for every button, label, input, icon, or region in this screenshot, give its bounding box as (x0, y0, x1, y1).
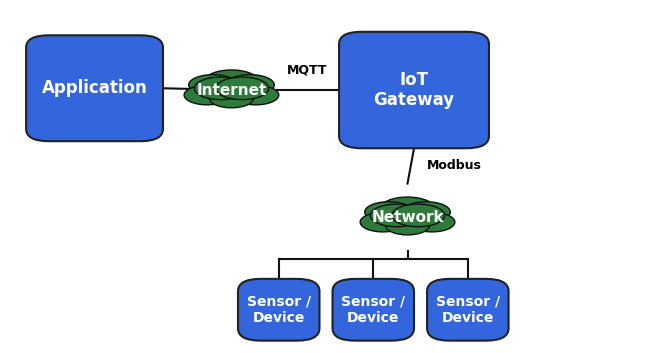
Ellipse shape (370, 204, 423, 227)
Ellipse shape (402, 202, 451, 222)
FancyBboxPatch shape (427, 279, 509, 341)
FancyBboxPatch shape (333, 279, 414, 341)
FancyBboxPatch shape (238, 279, 319, 341)
Ellipse shape (409, 213, 455, 232)
Ellipse shape (216, 77, 269, 100)
Text: MQTT: MQTT (287, 64, 327, 76)
FancyBboxPatch shape (26, 35, 163, 141)
Ellipse shape (364, 202, 413, 222)
Text: Sensor /
Device: Sensor / Device (436, 295, 500, 325)
Ellipse shape (184, 85, 230, 105)
Ellipse shape (188, 74, 237, 95)
Ellipse shape (226, 74, 274, 95)
Text: Sensor /
Device: Sensor / Device (246, 295, 311, 325)
Text: Application: Application (42, 79, 147, 97)
Ellipse shape (392, 204, 445, 227)
Ellipse shape (233, 85, 279, 105)
Ellipse shape (204, 70, 259, 93)
Ellipse shape (360, 213, 406, 232)
Text: IoT
Gateway: IoT Gateway (374, 71, 454, 109)
Ellipse shape (209, 89, 254, 108)
Ellipse shape (385, 216, 430, 235)
FancyBboxPatch shape (339, 32, 489, 148)
Ellipse shape (194, 77, 247, 100)
Text: Internet: Internet (196, 83, 267, 97)
Text: Modbus: Modbus (427, 160, 482, 172)
Ellipse shape (380, 197, 435, 220)
Text: Sensor /
Device: Sensor / Device (341, 295, 406, 325)
Text: Network: Network (371, 210, 444, 225)
